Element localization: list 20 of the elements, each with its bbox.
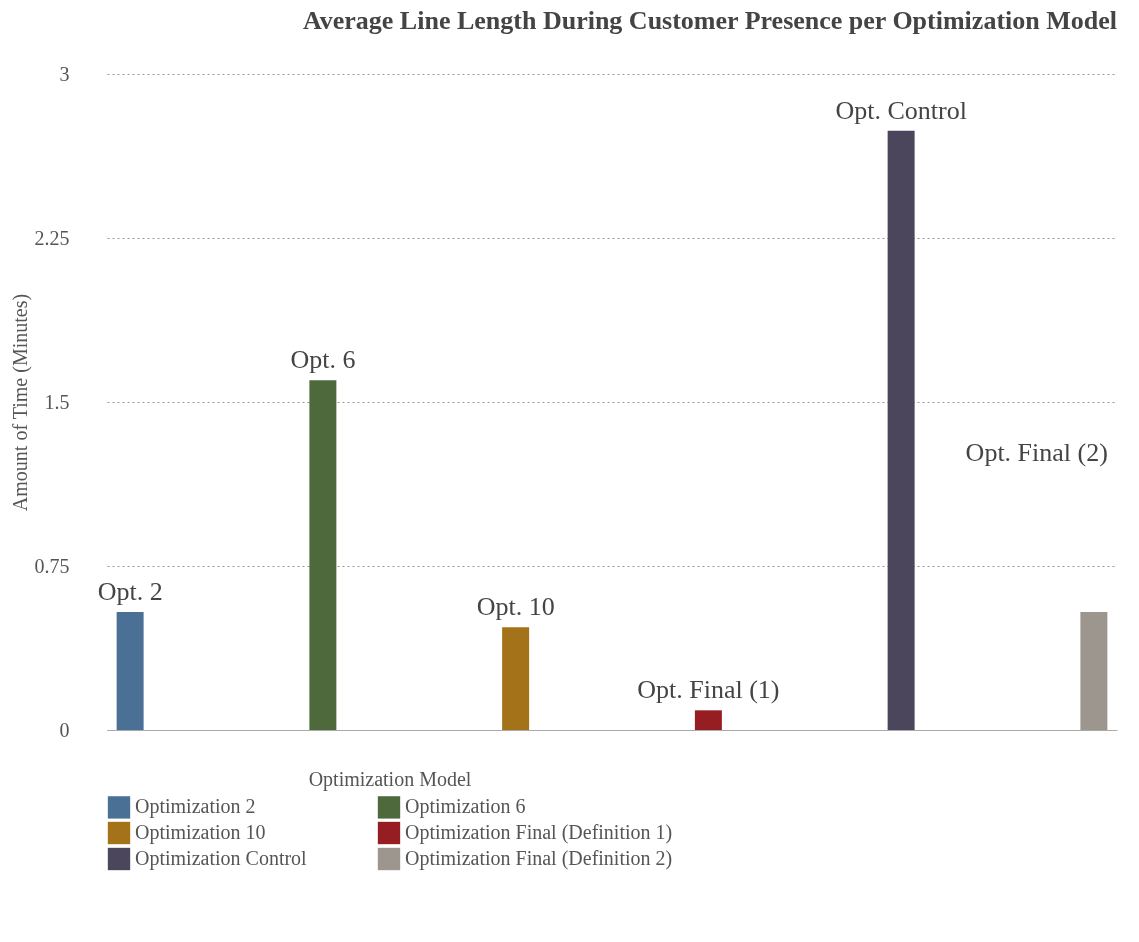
legend-label: Optimization Final (Definition 2)	[405, 847, 673, 870]
y-tick-label: 1.5	[44, 390, 70, 413]
y-tick-label: 2.25	[34, 226, 70, 249]
legend-label: Optimization 6	[405, 795, 526, 819]
legend-label: Optimization 10	[135, 821, 266, 844]
legend-title: Optimization Model	[308, 768, 472, 791]
annotation: Opt. Control	[835, 95, 967, 125]
chart-title: Average Line Length During Customer Presence per Optimization Model	[302, 6, 1117, 35]
annotation: Opt. 10	[476, 592, 555, 622]
y-tick-label: 3	[59, 62, 70, 85]
y-tick-label: 0.75	[34, 554, 70, 577]
y-axis-title: Amount of Time (Minutes)	[8, 293, 32, 512]
annotation: Opt. 2	[97, 576, 163, 606]
annotation: Opt. 6	[290, 345, 356, 375]
annotation: Opt. Final (1)	[637, 675, 780, 705]
y-tick-label: 0	[59, 718, 70, 741]
legend-label: Optimization Final (Definition 1)	[405, 821, 673, 844]
legend-label: Optimization 2	[135, 795, 256, 819]
legend-label: Optimization Control	[135, 847, 308, 870]
annotation: Opt. Final (2)	[965, 438, 1108, 467]
